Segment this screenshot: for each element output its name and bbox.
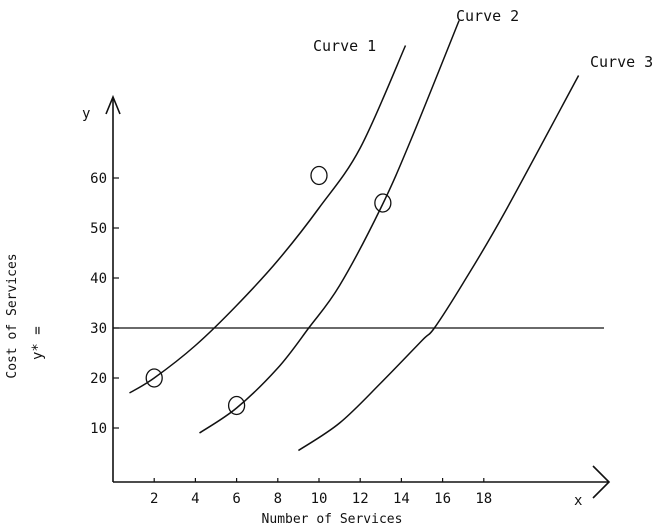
x-tick-label: 4 [191, 491, 199, 507]
data-point-marker [374, 193, 392, 213]
x-tick-label: 8 [274, 491, 282, 507]
curve-2-label: Curve 2 [456, 7, 519, 25]
ticks [113, 177, 485, 482]
markers [145, 165, 392, 416]
x-axis-arrow [592, 465, 611, 499]
x-tick-label: 18 [475, 491, 492, 507]
curve-3-line [297, 75, 580, 452]
x-tick-label: 10 [311, 491, 328, 507]
x-axis-title: Number of Services [262, 512, 403, 527]
threshold-label: y* = [30, 326, 46, 360]
y-tick-label: 30 [90, 321, 107, 337]
x-tick-label: 16 [434, 491, 451, 507]
curve-1-label: Curve 1 [313, 37, 376, 55]
threshold: y* = [30, 326, 604, 360]
y-axis-title: Cost of Services [5, 253, 20, 378]
curves [129, 20, 580, 452]
x-tick-label: 6 [232, 491, 240, 507]
y-tick-label: 10 [90, 421, 107, 437]
axes [105, 94, 611, 499]
y-tick-label: 40 [90, 271, 107, 287]
x-tick-label: 12 [352, 491, 369, 507]
data-point-marker [145, 368, 163, 388]
data-point-marker [310, 165, 328, 186]
y-axis-arrow [105, 94, 121, 115]
x-axis-letter: x [574, 493, 582, 509]
curve-labels: Curve 1 Curve 2 Curve 3 [313, 7, 653, 71]
y-tick-label: 50 [90, 221, 107, 237]
curve-1-line [129, 45, 407, 394]
y-tick-label: 20 [90, 371, 107, 387]
y-axis-letter: y [82, 106, 90, 122]
x-tick-label: 14 [393, 491, 410, 507]
tick-labels: 10 20 30 40 50 60 2 4 6 8 10 12 14 16 18 [90, 171, 492, 507]
x-tick-label: 2 [150, 491, 158, 507]
curve-3-label: Curve 3 [590, 53, 653, 71]
curve-2-line [199, 20, 460, 434]
data-point-marker [227, 395, 246, 416]
y-tick-label: 60 [90, 171, 107, 187]
